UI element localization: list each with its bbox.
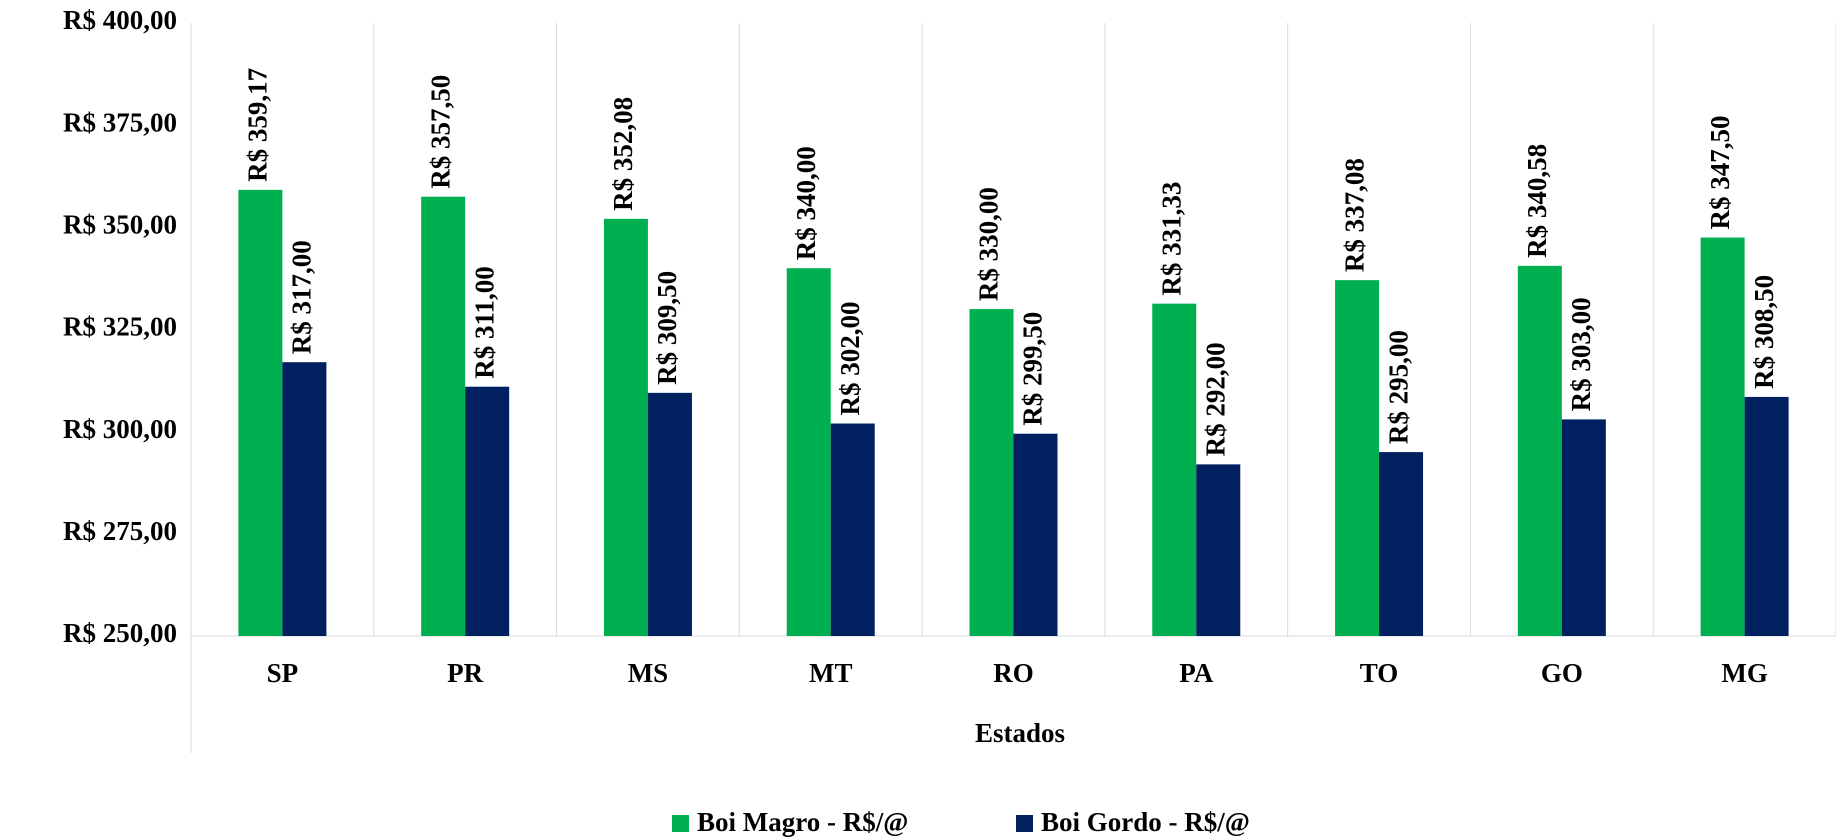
bar bbox=[1152, 303, 1197, 636]
x-axis-label: Estados bbox=[975, 718, 1065, 748]
bar bbox=[465, 386, 510, 636]
bar bbox=[1700, 237, 1745, 637]
bar bbox=[1744, 396, 1789, 636]
bar bbox=[1196, 464, 1241, 636]
bar bbox=[830, 423, 875, 636]
bar bbox=[1013, 433, 1058, 636]
x-tick-label: RO bbox=[993, 658, 1034, 688]
data-label: R$ 330,00 bbox=[974, 187, 1004, 301]
x-tick-label: MT bbox=[809, 658, 853, 688]
y-tick-label: R$ 300,00 bbox=[63, 414, 177, 444]
y-tick-label: R$ 375,00 bbox=[63, 107, 177, 137]
x-tick-label: SP bbox=[267, 658, 299, 688]
legend-label: Boi Gordo - R$/@ bbox=[1041, 807, 1250, 837]
data-label: R$ 340,00 bbox=[791, 146, 821, 260]
bar bbox=[1517, 265, 1562, 636]
bar bbox=[647, 392, 692, 636]
data-label: R$ 292,00 bbox=[1200, 342, 1230, 456]
data-label: R$ 340,58 bbox=[1522, 144, 1552, 258]
y-tick-label: R$ 250,00 bbox=[63, 618, 177, 648]
bar bbox=[421, 196, 466, 636]
x-tick-label: TO bbox=[1360, 658, 1399, 688]
bar bbox=[786, 268, 831, 636]
data-label: R$ 352,08 bbox=[608, 97, 638, 211]
bar bbox=[1561, 419, 1606, 636]
x-tick-label: GO bbox=[1541, 658, 1583, 688]
data-label: R$ 317,00 bbox=[287, 240, 317, 354]
y-tick-label: R$ 400,00 bbox=[63, 5, 177, 35]
bar bbox=[603, 218, 648, 636]
x-tick-label: MG bbox=[1721, 658, 1768, 688]
data-label: R$ 337,08 bbox=[1339, 158, 1369, 272]
bar bbox=[1379, 452, 1424, 636]
y-tick-label: R$ 350,00 bbox=[63, 210, 177, 240]
bar bbox=[282, 362, 327, 636]
bar bbox=[1335, 280, 1380, 636]
data-label: R$ 302,00 bbox=[835, 301, 865, 415]
data-label: R$ 308,50 bbox=[1749, 275, 1779, 389]
data-label: R$ 299,50 bbox=[1018, 312, 1048, 426]
data-label: R$ 347,50 bbox=[1705, 116, 1735, 230]
bar bbox=[969, 309, 1014, 636]
legend-swatch bbox=[672, 815, 689, 832]
x-tick-label: PR bbox=[447, 658, 483, 688]
bar bbox=[238, 189, 283, 637]
x-tick-label: MS bbox=[628, 658, 669, 688]
y-tick-label: R$ 325,00 bbox=[63, 312, 177, 342]
y-tick-label: R$ 275,00 bbox=[63, 516, 177, 546]
data-label: R$ 331,33 bbox=[1156, 182, 1186, 296]
data-label: R$ 357,50 bbox=[425, 75, 455, 189]
legend-label: Boi Magro - R$/@ bbox=[697, 807, 908, 837]
legend-swatch bbox=[1016, 815, 1033, 832]
data-label: R$ 359,17 bbox=[243, 68, 273, 182]
data-label: R$ 309,50 bbox=[652, 271, 682, 385]
data-label: R$ 295,00 bbox=[1383, 330, 1413, 444]
data-label: R$ 303,00 bbox=[1566, 297, 1596, 411]
x-tick-label: PA bbox=[1179, 658, 1213, 688]
data-label: R$ 311,00 bbox=[469, 266, 499, 379]
